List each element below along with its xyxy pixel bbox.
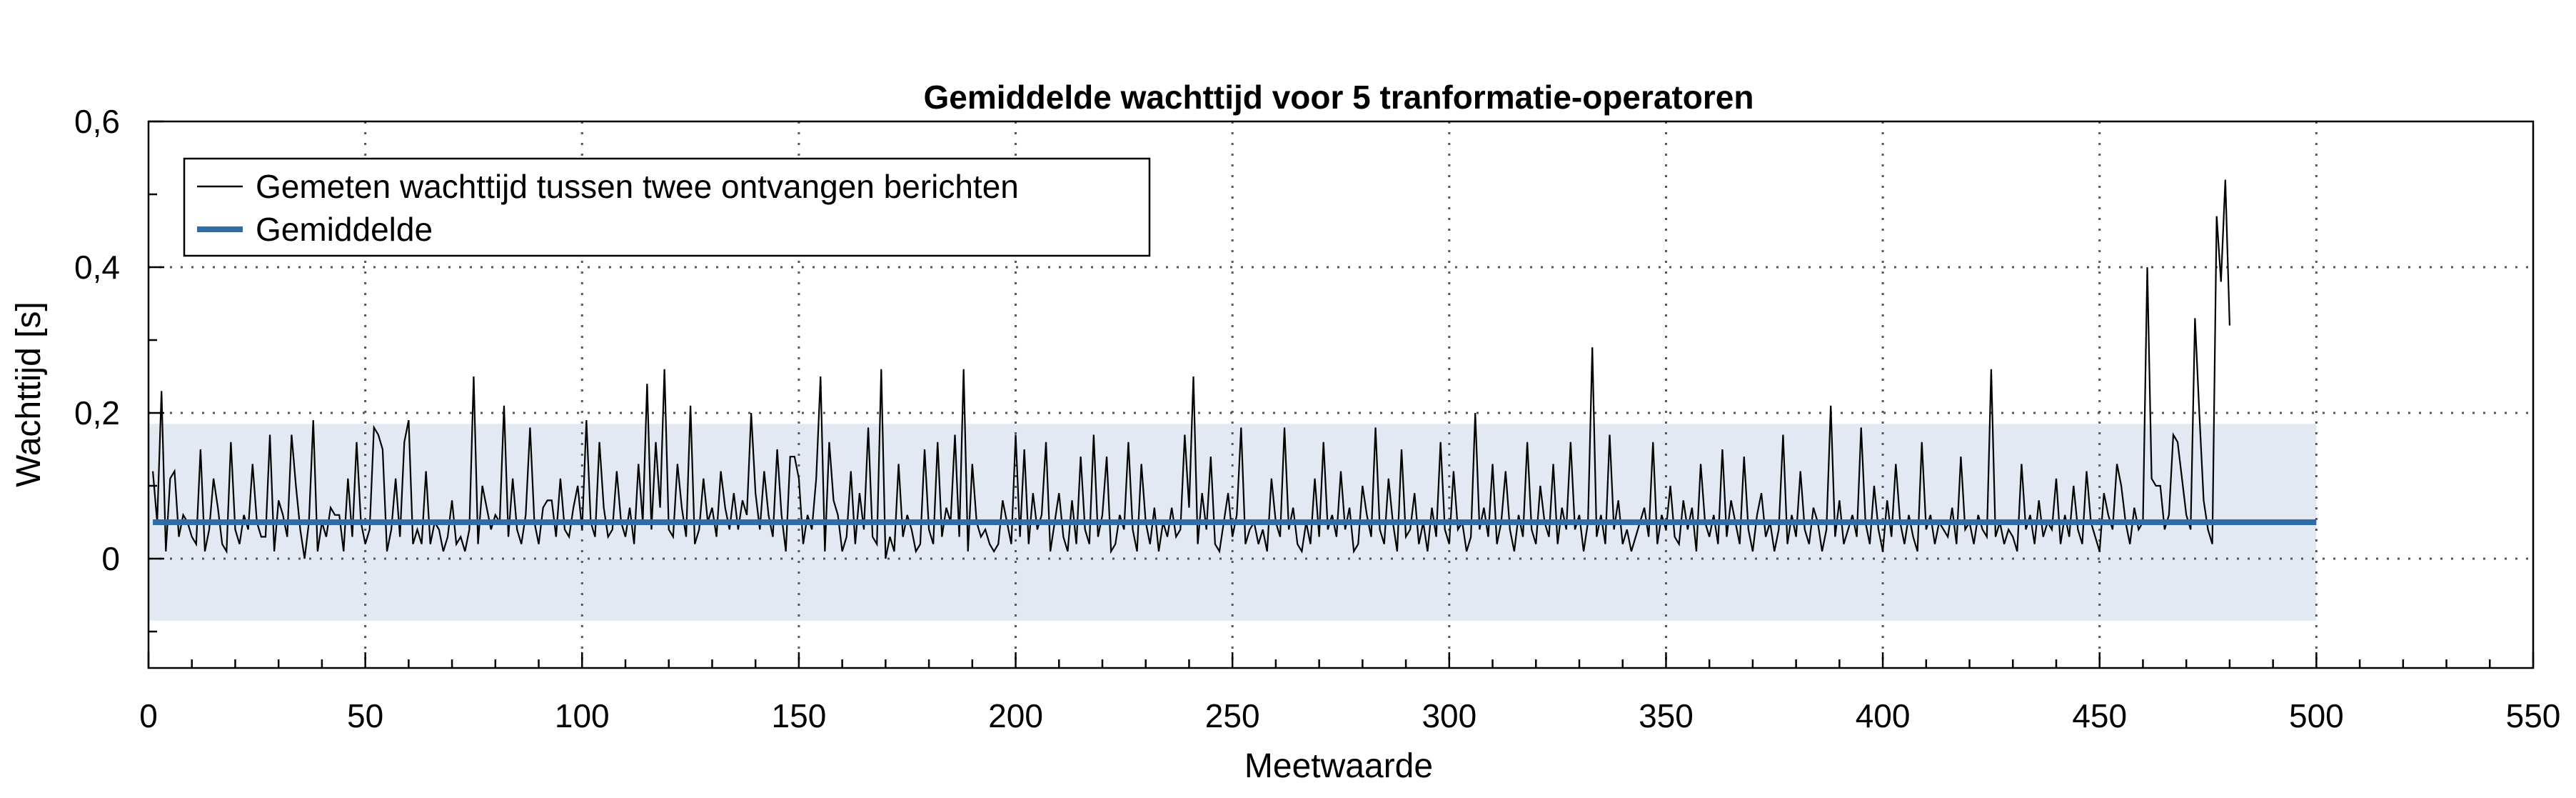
x-tick-label-3: 150 bbox=[772, 697, 827, 734]
x-axis-label: Meetwaarde bbox=[1244, 747, 1433, 785]
legend-box bbox=[183, 157, 1151, 257]
legend: Gemeten wachttijd tussen twee ontvangen … bbox=[183, 157, 1151, 257]
legend-label-measured: Gemeten wachttijd tussen twee ontvangen … bbox=[256, 168, 1019, 205]
legend-label-mean: Gemiddelde bbox=[256, 211, 433, 248]
y-axis-label: Wachttijd [s] bbox=[10, 301, 48, 487]
plot-frame bbox=[147, 120, 2535, 669]
x-tick-labels: 0 50 100 150 200 250 300 350 400 450 500 550 bbox=[139, 697, 2560, 734]
y-tick-label-0: 0 bbox=[101, 540, 120, 577]
plot-area bbox=[147, 120, 2535, 669]
y-tick-label-1: 0,2 bbox=[74, 394, 120, 432]
y-tick-labels: 0 0,2 0,4 0,6 bbox=[74, 103, 120, 577]
x-tick-label-6: 300 bbox=[1422, 697, 1476, 734]
y-tick-label-3: 0,6 bbox=[74, 103, 120, 140]
x-tick-label-2: 100 bbox=[555, 697, 610, 734]
x-tick-label-10: 500 bbox=[2289, 697, 2344, 734]
series-layer bbox=[151, 179, 2317, 559]
x-tick-label-9: 450 bbox=[2072, 697, 2127, 734]
x-tick-label-8: 400 bbox=[1856, 697, 1911, 734]
x-tick-label-1: 50 bbox=[347, 697, 383, 734]
ticks bbox=[147, 120, 2535, 668]
x-tick-label-4: 200 bbox=[988, 697, 1043, 734]
y-tick-label-2: 0,4 bbox=[74, 249, 120, 286]
x-tick-label-7: 350 bbox=[1639, 697, 1694, 734]
grid bbox=[149, 121, 2533, 668]
x-tick-label-11: 550 bbox=[2506, 697, 2561, 734]
chart-title: Gemiddelde wachttijd voor 5 tranformatie… bbox=[924, 79, 1754, 116]
x-tick-label-5: 250 bbox=[1205, 697, 1260, 734]
x-tick-label-0: 0 bbox=[139, 697, 158, 734]
